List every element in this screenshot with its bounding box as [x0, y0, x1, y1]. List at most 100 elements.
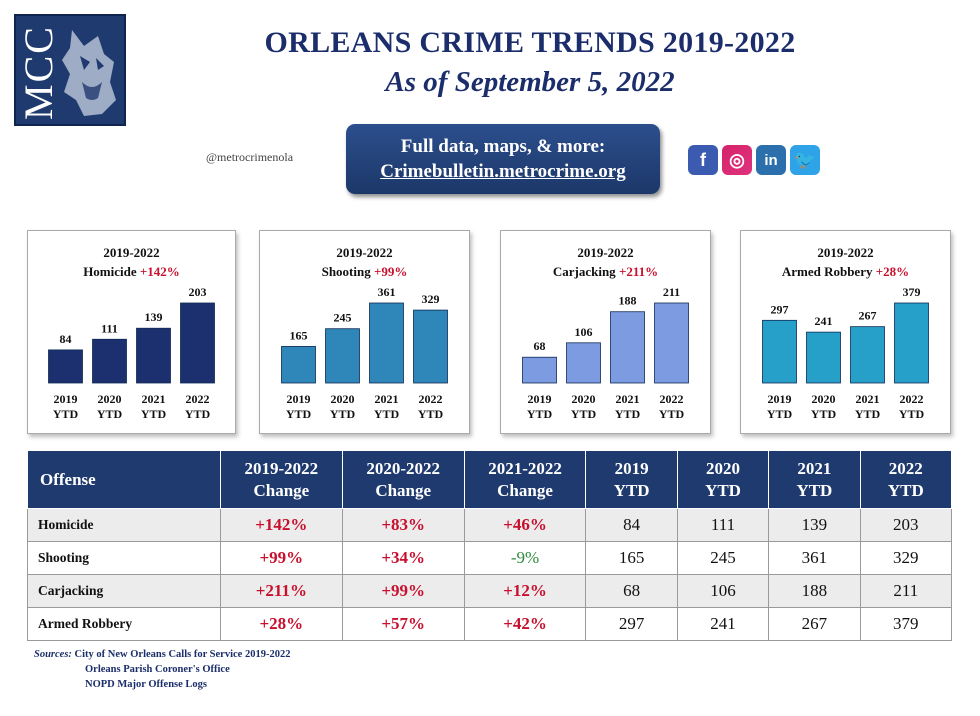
change-cell: +99%: [219, 541, 343, 575]
tick-label: 2021: [142, 392, 166, 406]
table-row: Carjacking +211% +99% +12% 68 106 188 21…: [27, 574, 953, 608]
facebook-icon[interactable]: f: [688, 145, 718, 175]
ytd-cell: 329: [859, 541, 953, 575]
wolf-emblem-icon: [62, 30, 116, 116]
tick-label: 2022: [900, 392, 924, 406]
ytd-cell: 139: [768, 508, 861, 542]
tick-label: YTD: [659, 407, 685, 421]
data-label: 203: [189, 285, 207, 299]
table-row: Homicide +142% +83% +46% 84 111 139 203: [27, 508, 953, 542]
chart-change: +142%: [139, 264, 180, 279]
chart-change: +99%: [373, 264, 408, 279]
table-row: Armed Robbery +28% +57% +42% 297 241 267…: [27, 607, 953, 641]
data-link-button[interactable]: Full data, maps, & more: Crimebulletin.m…: [346, 124, 660, 194]
col-header-line: 2019 YTD: [613, 458, 650, 500]
table-header-row: Offense 2019-2022 Change 2020-2022 Change …: [27, 450, 953, 509]
offense-cell: Homicide: [27, 508, 221, 542]
tick-label: YTD: [899, 407, 925, 421]
change-cell: +12%: [463, 574, 587, 608]
ytd-cell: 68: [585, 574, 678, 608]
twitter-icon[interactable]: 🐦: [790, 145, 820, 175]
tick-label: 2022: [660, 392, 684, 406]
tick-label: YTD: [374, 407, 400, 421]
ytd-cell: 106: [676, 574, 770, 608]
data-label: 245: [334, 311, 352, 325]
chart-change: +28%: [875, 264, 910, 279]
data-label: 106: [575, 325, 593, 339]
change-cell: +34%: [341, 541, 465, 575]
tick-label: YTD: [571, 407, 597, 421]
ytd-cell: 297: [585, 607, 678, 641]
col-header-line: 2020-2022 Change: [366, 458, 441, 500]
tick-label: 2020: [572, 392, 596, 406]
tick-label: 2019: [528, 392, 552, 406]
tick-label: YTD: [527, 407, 553, 421]
bar: [325, 328, 360, 384]
tick-label: YTD: [615, 407, 641, 421]
offense-cell: Armed Robbery: [27, 607, 221, 641]
bar: [281, 346, 316, 384]
col-header: 2020 YTD: [676, 450, 770, 509]
ytd-cell: 379: [859, 607, 953, 641]
tick-label: 2020: [331, 392, 355, 406]
linkedin-icon[interactable]: in: [756, 145, 786, 175]
tick-label: YTD: [767, 407, 793, 421]
sources-label: Sources:: [34, 649, 72, 660]
tick-label: YTD: [855, 407, 881, 421]
data-label: 111: [101, 321, 118, 335]
page-title: ORLEANS CRIME TRENDS 2019-2022: [264, 26, 796, 59]
data-label: 241: [815, 314, 833, 328]
chart-range: 2019-2022: [817, 245, 874, 260]
data-label: 139: [145, 310, 163, 324]
data-label: 267: [859, 309, 877, 323]
data-label: 84: [60, 332, 72, 346]
ytd-cell: 241: [676, 607, 770, 641]
col-header-line: 2022 YTD: [887, 458, 924, 500]
source-line: NOPD Major Offense Logs: [85, 679, 207, 690]
col-header: 2022 YTD: [859, 450, 953, 509]
change-cell: +83%: [341, 508, 465, 542]
cta-link-text[interactable]: Crimebulletin.metrocrime.org: [380, 161, 626, 182]
tick-label: YTD: [53, 407, 79, 421]
ytd-cell: 188: [768, 574, 861, 608]
data-label: 361: [378, 285, 396, 299]
bar: [654, 302, 689, 384]
tick-label: 2021: [856, 392, 880, 406]
tick-label: YTD: [418, 407, 444, 421]
tick-label: 2020: [812, 392, 836, 406]
col-header: 2019 YTD: [585, 450, 678, 509]
carjacking-chart-card: 2019-2022 Carjacking +211% 68 2019 YTD 106 2…: [500, 230, 711, 434]
col-header: Offense: [27, 450, 221, 509]
ytd-cell: 203: [859, 508, 953, 542]
chart-change: +211%: [618, 264, 659, 279]
tick-label: 2019: [287, 392, 311, 406]
tick-label: 2022: [419, 392, 443, 406]
tick-label: YTD: [141, 407, 167, 421]
homicide-chart-card: 2019-2022 Homicide +142% 84 2019 YTD 111 202…: [27, 230, 236, 434]
tick-label: 2019: [54, 392, 78, 406]
ytd-cell: 245: [676, 541, 770, 575]
offense-table: Offense 2019-2022 Change 2020-2022 Change …: [27, 450, 953, 641]
table-row: Shooting +99% +34% -9% 165 245 361 329: [27, 541, 953, 575]
ytd-cell: 111: [676, 508, 770, 542]
col-header: 2019-2022 Change: [219, 450, 343, 509]
data-label: 211: [663, 285, 680, 299]
tick-label: YTD: [330, 407, 356, 421]
mcc-logo: MCC: [14, 14, 126, 126]
instagram-icon[interactable]: ◎: [722, 145, 752, 175]
data-label: 379: [903, 285, 921, 299]
chart-offense: Homicide: [83, 264, 137, 279]
armed-robbery-chart-card: 2019-2022 Armed Robbery +28% 297 2019 YTD 2…: [740, 230, 951, 434]
col-header-line: 2021 YTD: [796, 458, 833, 500]
change-cell: +46%: [463, 508, 587, 542]
ytd-cell: 267: [768, 607, 861, 641]
tick-label: YTD: [811, 407, 837, 421]
data-label: 68: [534, 339, 546, 353]
ytd-cell: 211: [859, 574, 953, 608]
change-cell: +211%: [219, 574, 343, 608]
change-cell: +57%: [341, 607, 465, 641]
col-header-line: 2021-2022 Change: [488, 458, 562, 500]
bar: [566, 342, 601, 384]
